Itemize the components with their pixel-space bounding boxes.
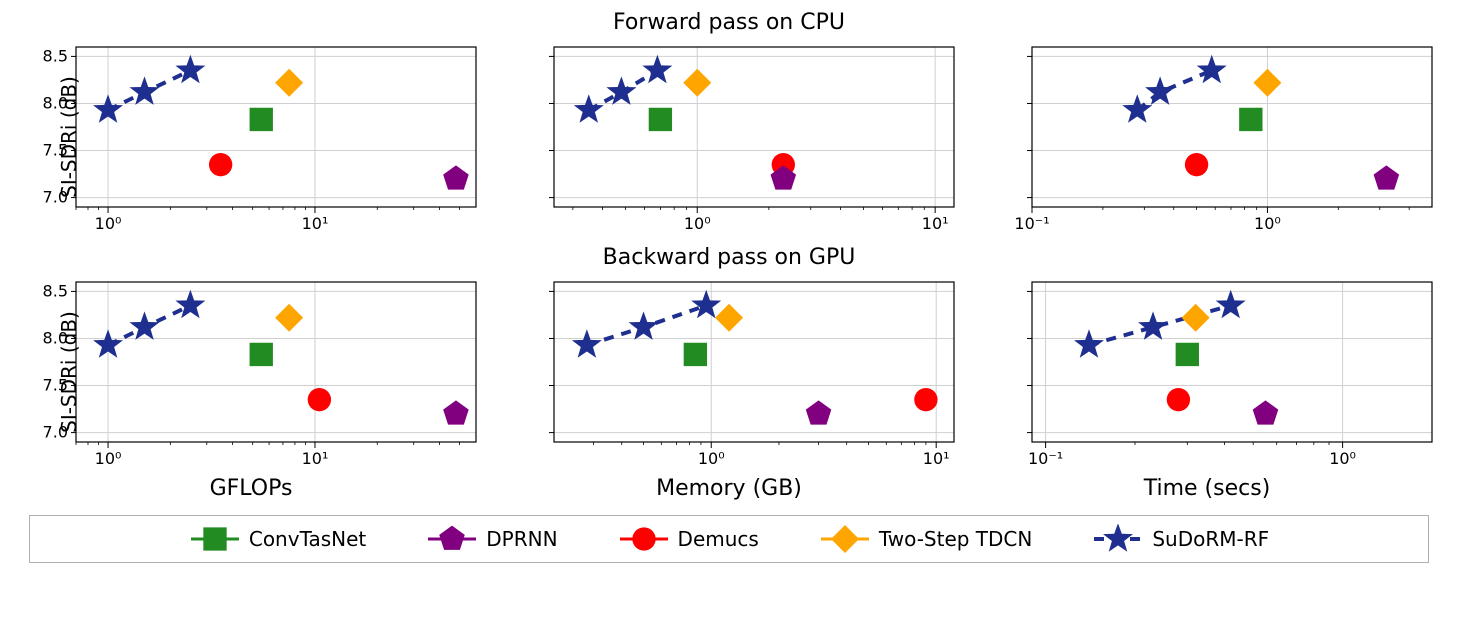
panel-r1-c0: 7.07.58.08.510⁰10¹SI-SDRi (dB) (16, 272, 486, 472)
svg-text:10⁻¹: 10⁻¹ (1014, 214, 1049, 233)
x-axis-label-2: Time (secs) (972, 476, 1442, 501)
panel-r1-c2: 10⁻¹ 10⁰ (972, 272, 1442, 472)
y-axis-label: SI-SDRi (dB) (57, 311, 81, 433)
legend-item-sudormrf: SuDoRM-RF (1092, 524, 1269, 554)
svg-text:10¹: 10¹ (302, 214, 329, 233)
legend-label-dprnn: DPRNN (486, 527, 557, 551)
grid-row-1: 7.07.58.08.510⁰10¹SI-SDRi (dB)10⁰10¹10⁻¹… (10, 272, 1448, 472)
panel-r0-c2: 10⁻¹ 10⁰ (972, 37, 1442, 237)
legend-item-twostep: Two-Step TDCN (819, 524, 1033, 554)
legend-label-sudormrf: SuDoRM-RF (1152, 527, 1269, 551)
svg-text:10⁰: 10⁰ (95, 214, 122, 233)
figure: Forward pass on CPU 7.07.58.08.510⁰10¹SI… (10, 10, 1448, 563)
legend-label-convtasnet: ConvTasNet (249, 527, 366, 551)
x-axis-label-1: Memory (GB) (494, 476, 964, 501)
row-title-0: Forward pass on CPU (10, 10, 1448, 35)
x-axis-label-0: GFLOPs (16, 476, 486, 501)
y-axis-label: SI-SDRi (dB) (57, 76, 81, 198)
panel-r1-c1: 10⁰ 10¹ (494, 272, 964, 472)
svg-text:10¹: 10¹ (923, 449, 950, 468)
grid-row-0: 7.07.58.08.510⁰10¹SI-SDRi (dB)10⁰10¹10⁻¹… (10, 37, 1448, 237)
svg-text:10⁻¹: 10⁻¹ (1028, 449, 1063, 468)
legend-item-demucs: Demucs (618, 524, 759, 554)
svg-text:8.5: 8.5 (43, 46, 68, 65)
panel-r0-c0: 7.07.58.08.510⁰10¹SI-SDRi (dB) (16, 37, 486, 237)
svg-text:10⁰: 10⁰ (1254, 214, 1281, 233)
row-title-1: Backward pass on GPU (10, 245, 1448, 270)
legend-label-twostep: Two-Step TDCN (879, 527, 1033, 551)
svg-text:8.5: 8.5 (43, 281, 68, 300)
panel-r0-c1: 10⁰ 10¹ (494, 37, 964, 237)
legend-label-demucs: Demucs (678, 527, 759, 551)
legend-item-convtasnet: ConvTasNet (189, 524, 366, 554)
xlabel-row: GFLOPs Memory (GB) Time (secs) (10, 474, 1448, 501)
legend: ConvTasNet DPRNN Demucs Two-Step TDCN SuDoRM… (29, 515, 1429, 563)
svg-text:10¹: 10¹ (922, 214, 949, 233)
svg-text:10⁰: 10⁰ (1329, 449, 1356, 468)
svg-text:10⁰: 10⁰ (684, 214, 711, 233)
legend-item-dprnn: DPRNN (426, 524, 557, 554)
svg-text:10¹: 10¹ (302, 449, 329, 468)
svg-text:10⁰: 10⁰ (698, 449, 725, 468)
svg-text:10⁰: 10⁰ (95, 449, 122, 468)
